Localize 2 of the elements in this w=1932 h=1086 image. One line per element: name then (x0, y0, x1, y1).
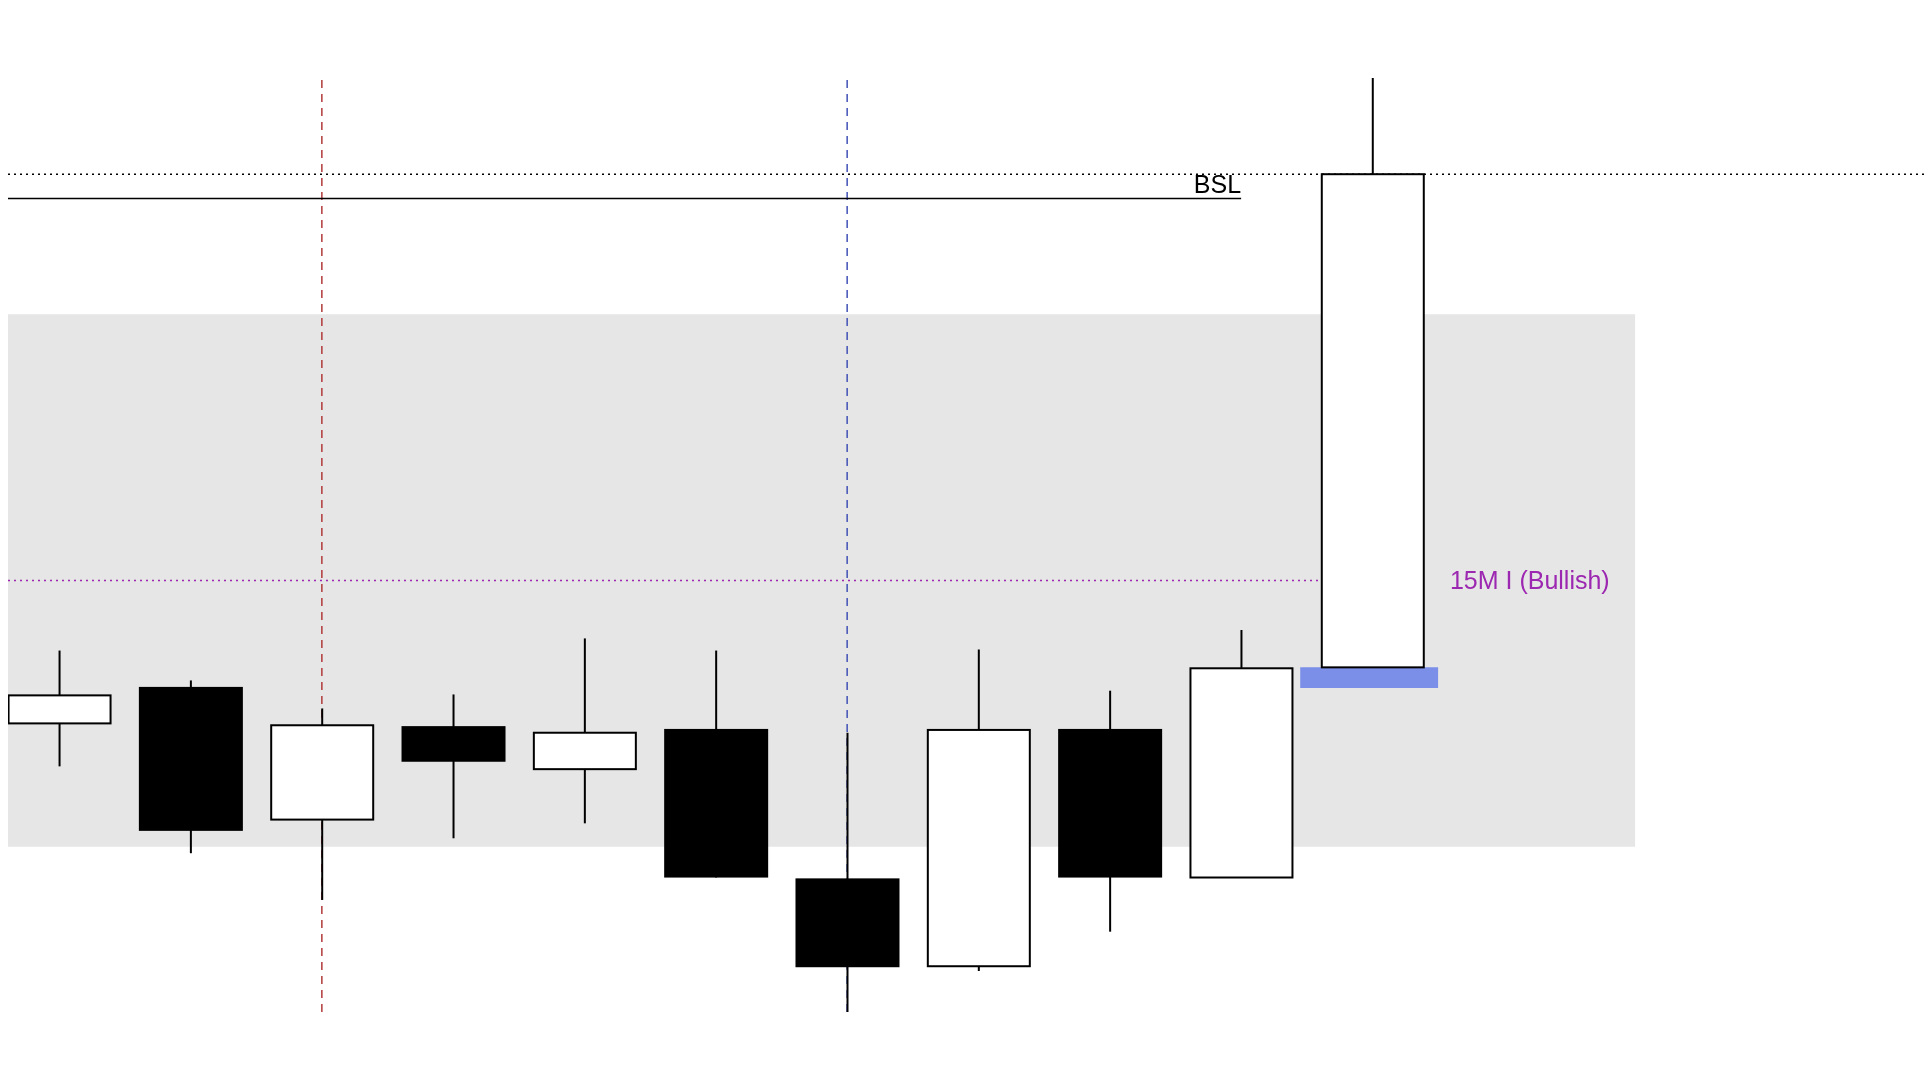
ref-line-label: BSL (1193, 170, 1242, 199)
ref-line-label: 15M I (Bullish) (1449, 566, 1610, 595)
